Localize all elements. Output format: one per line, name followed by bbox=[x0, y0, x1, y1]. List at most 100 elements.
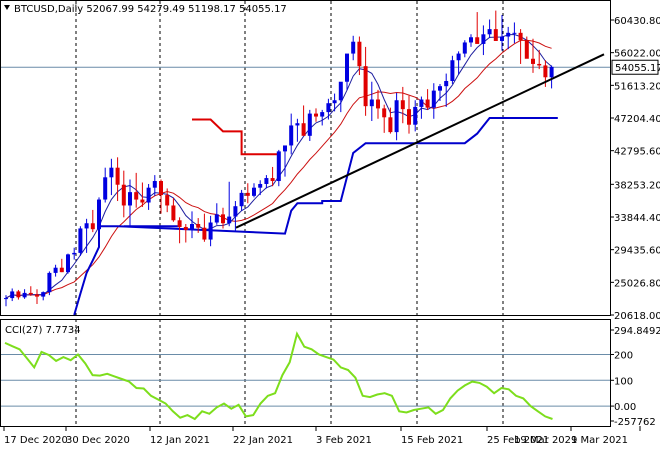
candle-body bbox=[252, 187, 256, 196]
candle-body bbox=[35, 294, 39, 297]
candle-body bbox=[264, 178, 269, 184]
candle-76 bbox=[475, 12, 480, 44]
candle-body bbox=[103, 177, 108, 200]
candle-body bbox=[59, 267, 64, 273]
candle-25 bbox=[159, 179, 163, 214]
candle-body bbox=[140, 199, 145, 203]
candle-body bbox=[314, 113, 318, 117]
candle-45 bbox=[283, 145, 287, 177]
candle-19 bbox=[121, 170, 126, 218]
candle-body bbox=[394, 100, 399, 133]
date-tick-label: 22 Jan 2021 bbox=[233, 435, 293, 446]
candle-body bbox=[221, 214, 225, 224]
candle-68 bbox=[425, 89, 430, 110]
candle-body bbox=[407, 109, 411, 125]
candle-30 bbox=[190, 211, 194, 239]
candle-60 bbox=[376, 89, 380, 119]
candle-35 bbox=[221, 207, 225, 229]
candle-body bbox=[382, 108, 387, 118]
price-tick-label: 51613.20 bbox=[614, 81, 660, 92]
candle-body bbox=[487, 29, 492, 35]
candle-16 bbox=[103, 167, 108, 203]
candle-82 bbox=[512, 22, 517, 44]
candle-62 bbox=[388, 107, 393, 134]
candle-54 bbox=[338, 81, 343, 113]
price-axis: 60430.80 56022.00 51613.20 47204.40 42795.60… bbox=[610, 16, 660, 322]
candle-body bbox=[270, 178, 275, 182]
candle-69 bbox=[431, 83, 436, 119]
cci-tick-label: -257762 bbox=[614, 417, 656, 428]
candle-48 bbox=[301, 105, 306, 136]
candle-58 bbox=[363, 46, 368, 116]
candle-body bbox=[177, 220, 182, 227]
candle-body bbox=[227, 216, 232, 224]
candle-body bbox=[10, 291, 15, 299]
candle-body bbox=[320, 112, 325, 117]
candle-body bbox=[295, 123, 300, 126]
price-tick-label: 60430.80 bbox=[614, 16, 660, 27]
cci-header-label: CCI(27) 7.7734 bbox=[5, 325, 81, 336]
candle-body bbox=[165, 195, 170, 206]
candle-78 bbox=[487, 19, 492, 39]
candle-body bbox=[47, 272, 52, 293]
candle-64 bbox=[400, 86, 405, 124]
date-tick-label: 30 Dec 2020 bbox=[66, 435, 130, 446]
candle-body bbox=[456, 53, 461, 61]
chart-header: BTCUSD,Daily 52067.99 54279.49 51198.17 … bbox=[4, 4, 287, 15]
candle-86 bbox=[537, 49, 542, 70]
candle-41 bbox=[258, 180, 263, 196]
candle-body bbox=[481, 34, 486, 44]
candle-body bbox=[22, 292, 27, 298]
candle-body bbox=[171, 205, 176, 221]
date-tick-label: 12 Jan 2021 bbox=[150, 435, 210, 446]
date-tick-label: 25 Feb 2021 bbox=[487, 435, 549, 446]
candle-0 bbox=[4, 295, 8, 307]
candle-70 bbox=[438, 83, 442, 101]
candle-17 bbox=[109, 158, 114, 196]
candle-38 bbox=[239, 189, 244, 211]
main-panel-frame bbox=[0, 0, 611, 316]
trendline[interactable] bbox=[235, 53, 605, 229]
candle-body bbox=[134, 192, 139, 200]
candle-body bbox=[363, 66, 368, 107]
candle-body bbox=[90, 223, 95, 230]
candle-85 bbox=[531, 38, 535, 73]
candle-57 bbox=[357, 36, 362, 76]
candle-42 bbox=[264, 175, 269, 189]
candle-21 bbox=[134, 172, 139, 208]
candle-body bbox=[301, 123, 306, 136]
candle-37 bbox=[233, 201, 238, 232]
candle-71 bbox=[444, 73, 449, 107]
candle-9 bbox=[59, 258, 64, 273]
candle-body bbox=[16, 291, 21, 298]
cci-indicator-line bbox=[4, 331, 553, 421]
candle-body bbox=[4, 298, 8, 300]
candle-79 bbox=[493, 10, 498, 41]
candle-body bbox=[332, 100, 337, 104]
candle-1 bbox=[10, 288, 15, 302]
candle-72 bbox=[450, 55, 455, 84]
resistance-level-line bbox=[192, 118, 279, 156]
candle-body bbox=[462, 42, 467, 54]
candle-body bbox=[307, 113, 312, 136]
candle-46 bbox=[289, 113, 294, 155]
candle-body bbox=[202, 227, 207, 240]
candle-body bbox=[97, 199, 101, 230]
candle-80 bbox=[500, 15, 504, 51]
candle-body bbox=[413, 106, 418, 125]
candle-body bbox=[425, 99, 430, 108]
candle-44 bbox=[276, 149, 281, 187]
candle-20 bbox=[128, 179, 132, 227]
candle-body bbox=[41, 292, 46, 297]
slow-moving-average-line bbox=[5, 39, 552, 299]
candle-34 bbox=[214, 203, 219, 225]
candle-body bbox=[109, 167, 114, 178]
price-tick-label: 33844.40 bbox=[614, 213, 660, 224]
symbol-dropdown-icon[interactable] bbox=[4, 5, 10, 10]
candle-65 bbox=[407, 95, 411, 134]
date-tick-label: 19 Mar 2021 bbox=[514, 435, 577, 446]
candle-body bbox=[543, 65, 548, 78]
candle-body bbox=[475, 37, 480, 44]
